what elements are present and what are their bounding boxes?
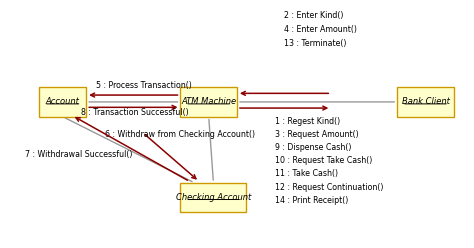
FancyBboxPatch shape (397, 87, 454, 117)
FancyBboxPatch shape (39, 87, 86, 117)
Text: Account: Account (46, 97, 80, 106)
Text: 7 : Withdrawal Successful(): 7 : Withdrawal Successful() (25, 150, 132, 159)
Text: 5 : Process Transaction(): 5 : Process Transaction() (96, 81, 191, 91)
FancyBboxPatch shape (181, 87, 237, 117)
Text: 8 : Transaction Successful(): 8 : Transaction Successful() (82, 108, 189, 117)
Text: Bank Client: Bank Client (401, 97, 449, 106)
FancyBboxPatch shape (181, 183, 246, 212)
Text: Checking Account: Checking Account (176, 193, 251, 202)
Text: 6 : Withdraw from Checking Account(): 6 : Withdraw from Checking Account() (105, 130, 255, 139)
Text: 2 : Enter Kind()
4 : Enter Amount()
13 : Terminate(): 2 : Enter Kind() 4 : Enter Amount() 13 :… (284, 11, 357, 48)
Text: ATM Machine: ATM Machine (181, 97, 237, 106)
Text: 1 : Regest Kind()
3 : Request Amount()
9 : Dispense Cash()
10 : Request Take Cas: 1 : Regest Kind() 3 : Request Amount() 9… (275, 117, 383, 205)
